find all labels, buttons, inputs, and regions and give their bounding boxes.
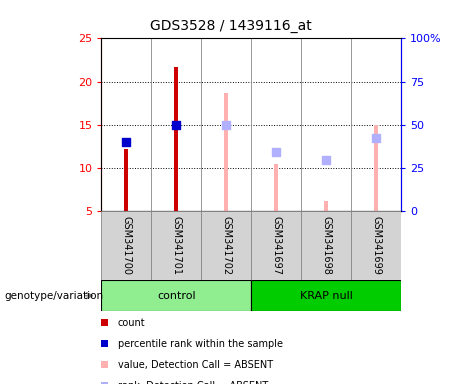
Text: control: control bbox=[157, 291, 195, 301]
Bar bbox=[324, 201, 328, 211]
Bar bbox=[374, 125, 378, 211]
Point bbox=[172, 122, 180, 128]
Bar bbox=[274, 164, 278, 211]
Bar bbox=[101, 280, 251, 311]
Text: GSM341700: GSM341700 bbox=[121, 216, 131, 275]
Point bbox=[223, 122, 230, 128]
Bar bbox=[201, 211, 251, 280]
Bar bbox=[224, 93, 228, 211]
Bar bbox=[251, 211, 301, 280]
Point bbox=[322, 157, 330, 163]
Bar bbox=[101, 340, 108, 347]
Text: value, Detection Call = ABSENT: value, Detection Call = ABSENT bbox=[118, 360, 272, 370]
Bar bbox=[251, 280, 401, 311]
Bar bbox=[351, 211, 401, 280]
Point bbox=[372, 135, 380, 141]
Text: genotype/variation: genotype/variation bbox=[5, 291, 104, 301]
Bar bbox=[101, 382, 108, 384]
Bar bbox=[101, 361, 108, 368]
Bar bbox=[101, 211, 151, 280]
Bar bbox=[174, 67, 178, 211]
Text: percentile rank within the sample: percentile rank within the sample bbox=[118, 339, 283, 349]
Text: GDS3528 / 1439116_at: GDS3528 / 1439116_at bbox=[150, 19, 311, 33]
Text: GSM341698: GSM341698 bbox=[321, 216, 331, 275]
Point bbox=[123, 139, 130, 145]
Bar bbox=[151, 211, 201, 280]
Bar bbox=[101, 319, 108, 326]
Text: GSM341699: GSM341699 bbox=[371, 216, 381, 275]
Text: GSM341701: GSM341701 bbox=[171, 216, 181, 275]
Text: GSM341697: GSM341697 bbox=[271, 216, 281, 275]
Bar bbox=[301, 211, 351, 280]
Text: KRAP null: KRAP null bbox=[300, 291, 353, 301]
Bar bbox=[124, 149, 128, 211]
Text: GSM341702: GSM341702 bbox=[221, 216, 231, 275]
Text: count: count bbox=[118, 318, 145, 328]
Text: rank, Detection Call = ABSENT: rank, Detection Call = ABSENT bbox=[118, 381, 268, 384]
Point bbox=[272, 149, 280, 156]
